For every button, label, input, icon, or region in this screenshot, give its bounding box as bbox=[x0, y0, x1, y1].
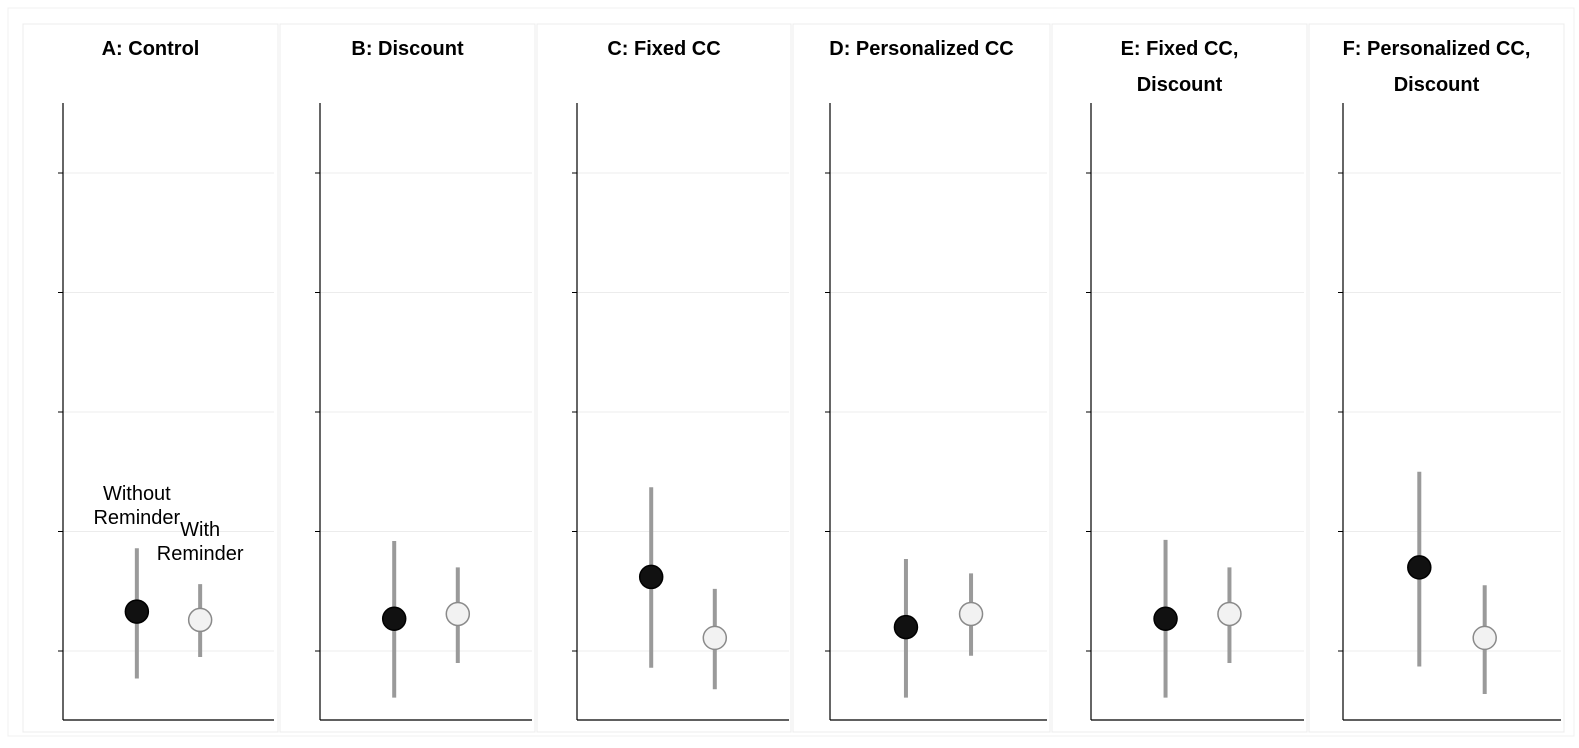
panel-background bbox=[1308, 23, 1565, 733]
point-with-reminder bbox=[958, 601, 984, 627]
panel-title: F: Personalized CC, bbox=[1343, 38, 1531, 60]
point-without-reminder bbox=[381, 606, 407, 631]
point-without-reminder bbox=[1153, 606, 1178, 631]
panel-b: B: Discount bbox=[279, 23, 536, 733]
point-with-reminder bbox=[187, 607, 213, 633]
panel-background bbox=[279, 23, 536, 733]
series-label: Without bbox=[103, 483, 171, 505]
panel-title: Discount bbox=[1137, 74, 1223, 96]
point-with-reminder bbox=[702, 625, 728, 651]
panel-d: D: Personalized CC bbox=[792, 23, 1051, 733]
series-label: With bbox=[180, 519, 220, 541]
panel-f: F: Personalized CC, Discount bbox=[1308, 23, 1565, 733]
point-with-reminder bbox=[445, 601, 471, 627]
panel-title: D: Personalized CC bbox=[829, 38, 1013, 60]
panel-background bbox=[22, 23, 279, 733]
point-with-reminder bbox=[1217, 601, 1242, 627]
point-without-reminder bbox=[1407, 555, 1432, 580]
panel-background bbox=[536, 23, 792, 733]
panel-title: C: Fixed CC bbox=[607, 38, 720, 60]
panel-title: E: Fixed CC, bbox=[1121, 38, 1239, 60]
point-with-reminder bbox=[1472, 625, 1497, 651]
panel-c: C: Fixed CC bbox=[536, 23, 792, 733]
series-label: Reminder bbox=[157, 543, 244, 565]
panel-title: A: Control bbox=[102, 38, 200, 60]
panel-e: E: Fixed CC, Discount bbox=[1051, 23, 1308, 733]
panels: 0.1.2.3.4A: ControlWithoutReminderWithRe… bbox=[22, 23, 1565, 733]
panel-title: B: Discount bbox=[351, 38, 464, 60]
panel-title: Discount bbox=[1394, 74, 1480, 96]
panel-background bbox=[792, 23, 1051, 733]
series-label: Reminder bbox=[93, 507, 180, 529]
point-without-reminder bbox=[893, 614, 919, 640]
point-without-reminder bbox=[124, 599, 150, 624]
panel-background bbox=[1051, 23, 1308, 733]
point-without-reminder bbox=[638, 564, 664, 590]
